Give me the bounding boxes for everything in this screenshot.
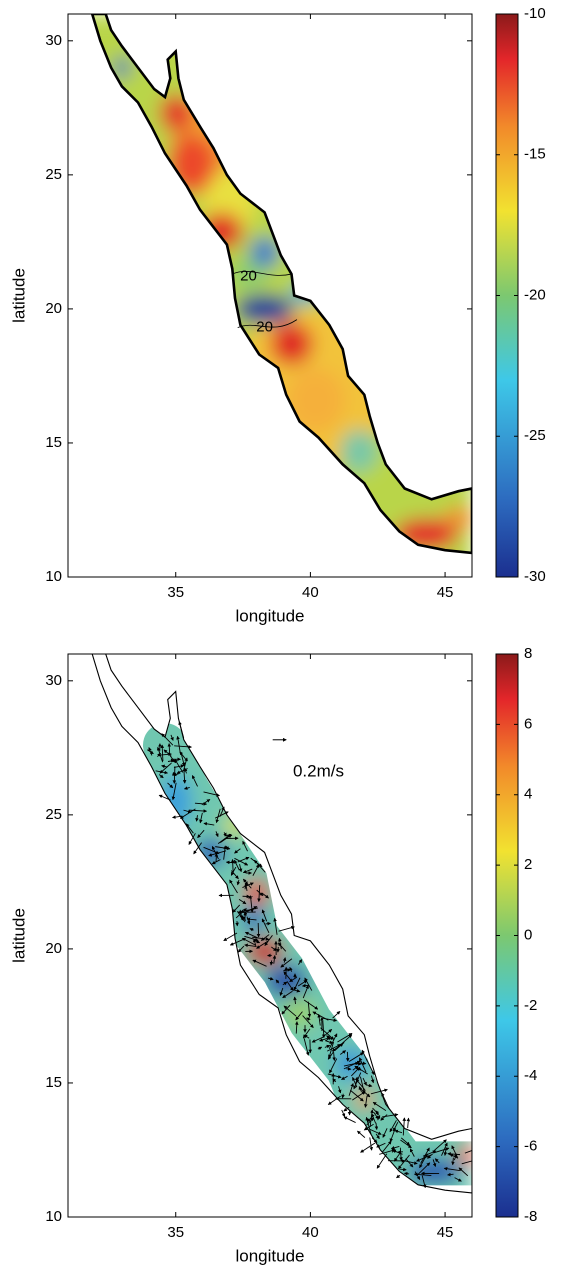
field-base — [68, 654, 472, 1217]
field-blob — [160, 94, 192, 132]
x-tick-label: 35 — [167, 1224, 184, 1241]
field-blob — [442, 507, 474, 529]
velocity-arrow — [472, 1171, 482, 1173]
x-tick-label: 45 — [437, 1224, 454, 1241]
colorbar-tick-label: -20 — [524, 286, 546, 303]
contour-label: 20 — [240, 268, 257, 285]
y-axis-label: latitude — [9, 908, 28, 963]
velocity-arrow — [233, 860, 234, 873]
colorbar-tick-label: -4 — [524, 1067, 537, 1084]
colorbar-tick-label: -30 — [524, 568, 546, 585]
colorbar-tick-label: -8 — [524, 1208, 537, 1225]
x-axis-label: longitude — [235, 606, 304, 625]
contour-label: 20 — [256, 319, 273, 336]
y-axis-label: latitude — [9, 268, 28, 323]
x-tick-label: 40 — [302, 1224, 319, 1241]
y-tick-label: 15 — [45, 1074, 62, 1091]
y-tick-label: 15 — [45, 434, 62, 451]
x-tick-label: 40 — [302, 584, 319, 601]
colorbar-tick-label: -25 — [524, 427, 546, 444]
colorbar-tick-label: 0 — [524, 926, 532, 943]
field-blob — [168, 135, 216, 194]
y-tick-label: 20 — [45, 300, 62, 317]
plot-area — [68, 654, 491, 1217]
velocity-arrow — [370, 1137, 372, 1150]
field-blob — [270, 322, 313, 365]
velocity-arrow — [408, 1118, 409, 1128]
velocity-arrow — [405, 1173, 410, 1174]
map-panel — [68, 654, 491, 1217]
colorbar-tick-label: 6 — [524, 715, 532, 732]
y-tick-label: 30 — [45, 32, 62, 49]
plot-area — [68, 14, 475, 577]
velocity-arrow — [266, 923, 271, 924]
map-panel — [68, 14, 475, 577]
quiver-key-label: 0.2m/s — [293, 761, 344, 780]
field-blob — [286, 368, 345, 433]
x-tick-label: 35 — [167, 584, 184, 601]
x-tick-label: 45 — [437, 584, 454, 601]
x-axis-label: longitude — [235, 1246, 304, 1265]
field-blob — [244, 879, 268, 906]
velocity-arrow — [397, 1175, 400, 1178]
colorbar-tick-label: -15 — [524, 146, 546, 163]
y-tick-label: 10 — [45, 1208, 62, 1225]
velocity-arrow — [479, 1173, 490, 1177]
y-tick-label: 30 — [45, 672, 62, 689]
y-tick-label: 10 — [45, 568, 62, 585]
colorbar-tick-label: 8 — [524, 645, 532, 662]
velocity-arrow — [174, 766, 175, 783]
y-tick-label: 25 — [45, 806, 62, 823]
colorbar-tick-label: -10 — [524, 5, 546, 22]
velocity-arrow — [344, 1117, 356, 1123]
field-blob — [160, 775, 192, 829]
colorbar-tick-label: -6 — [524, 1138, 537, 1155]
velocity-arrow — [357, 1131, 364, 1138]
y-tick-label: 20 — [45, 940, 62, 957]
velocity-arrow — [169, 744, 170, 755]
velocity-arrow — [361, 1143, 375, 1152]
colorbar-tick-label: 4 — [524, 786, 532, 803]
colorbar-tick-label: -2 — [524, 997, 537, 1014]
colorbar-tick-label: 2 — [524, 856, 532, 873]
y-tick-label: 25 — [45, 166, 62, 183]
